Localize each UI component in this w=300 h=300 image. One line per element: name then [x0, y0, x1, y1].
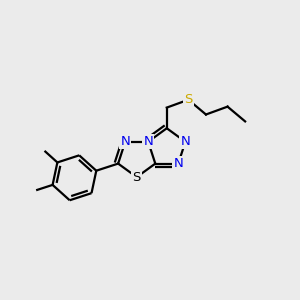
Text: N: N	[120, 135, 130, 148]
Text: S: S	[133, 171, 141, 184]
Text: N: N	[181, 135, 190, 148]
Text: N: N	[143, 135, 153, 148]
Text: N: N	[173, 157, 183, 170]
Text: S: S	[184, 93, 193, 106]
